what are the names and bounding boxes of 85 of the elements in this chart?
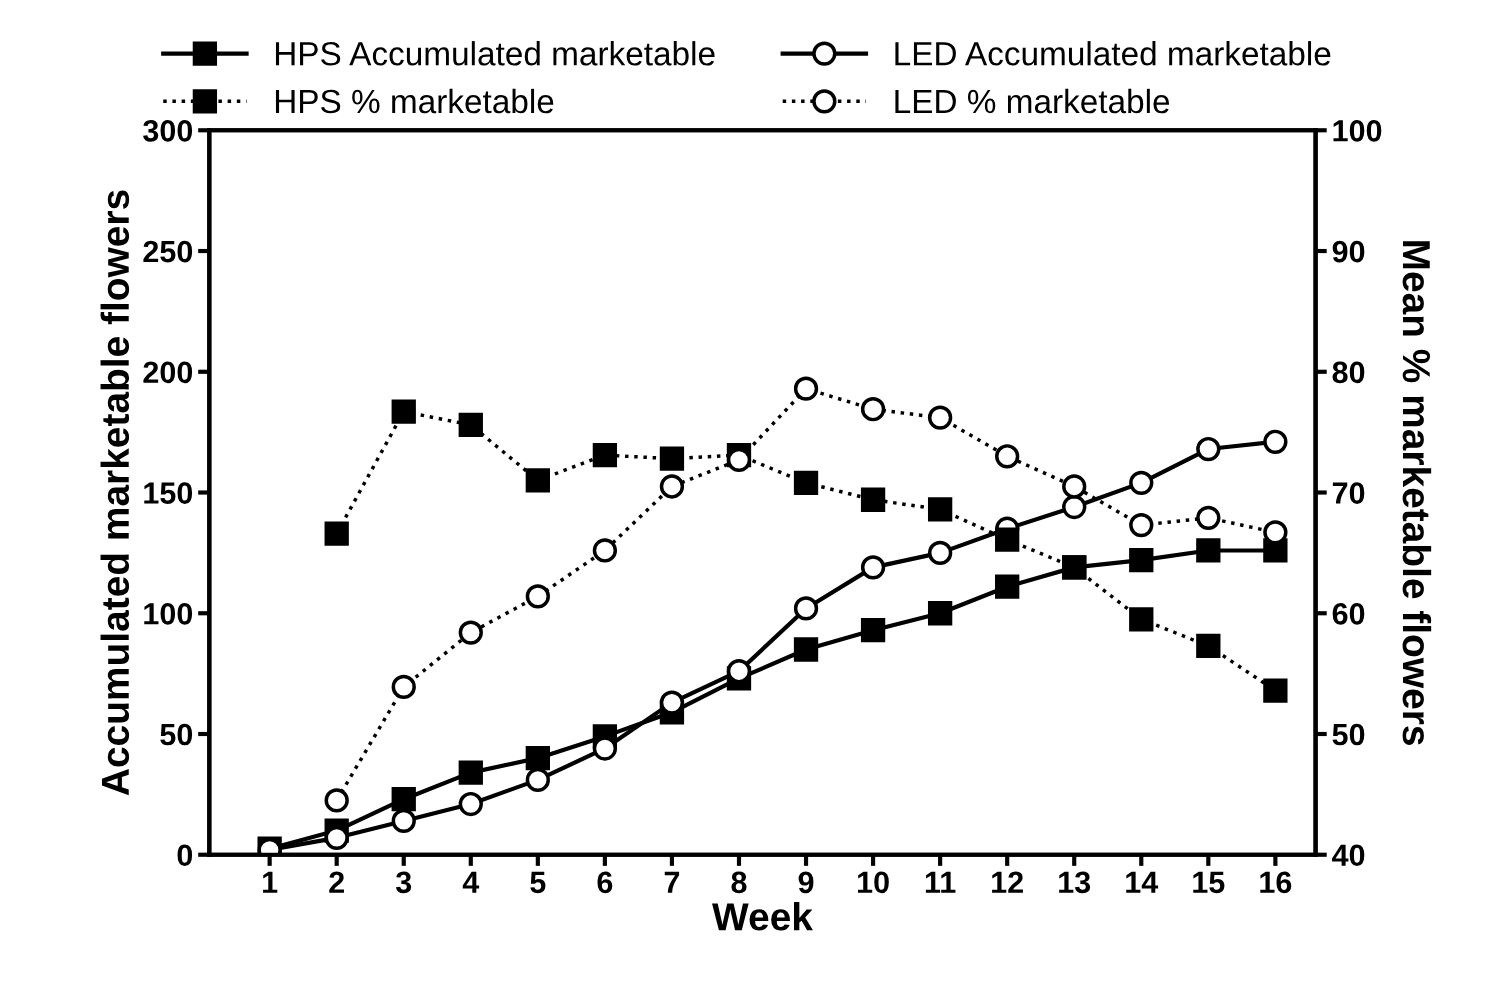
point [458,760,483,785]
point [1129,512,1154,538]
legend-label: LED Accumulated marketable [895,41,1331,66]
point [391,787,416,812]
x-tick-label: 8 [731,871,747,894]
legend-label: HPS Accumulated marketable [275,41,715,66]
point [793,596,819,621]
y-tick-label: 0 [177,844,193,867]
x-tick-label: 15 [1193,871,1225,894]
y-tick-label: 300 [143,120,193,142]
point [525,745,550,771]
point [995,527,1020,552]
point [1062,494,1087,520]
y-tick-label: 150 [144,482,193,504]
x-tick-label: 11 [925,871,956,893]
point [525,767,550,793]
y2-tick-label: 70 [1332,482,1365,504]
point [860,555,886,580]
point [592,442,618,468]
point [793,637,819,662]
point [1062,474,1087,499]
point [995,444,1020,469]
x-tick-label: 3 [395,871,412,894]
x-tick-label: 4 [462,871,480,893]
point [659,474,685,499]
point [860,397,886,422]
x-axis-title: Week [712,901,813,931]
point [391,399,416,424]
x-tick-label: 9 [798,871,814,894]
point [1062,555,1087,580]
point [324,788,349,813]
y2-tick-label: 90 [1332,240,1365,263]
y-tick-label: 100 [144,602,193,625]
point [458,620,483,645]
x-tick-label: 12 [992,871,1023,893]
x-tick-label: 10 [858,871,889,894]
point [1129,607,1154,632]
point [860,618,886,643]
point [659,690,685,715]
point [995,574,1020,599]
x-tick-label: 14 [1126,871,1159,893]
y2-axis-title: Mean % marketable flowers [1402,241,1432,745]
point [1263,678,1288,703]
y-tick-label: 200 [143,361,193,384]
y-axis-title: Accumulated marketable flowers [100,190,130,796]
point [1196,538,1221,563]
point [391,808,416,834]
point [391,674,416,700]
y2-tick-label: 80 [1332,361,1365,384]
point [592,736,618,761]
y2-tick-label: 50 [1332,723,1365,746]
point [1129,547,1154,573]
x-tick-label: 1 [263,871,278,893]
y2-tick-label: 100 [1333,120,1382,142]
point [1196,633,1221,659]
point [793,470,819,496]
y-tick-label: 50 [160,723,193,746]
point [458,791,483,817]
point [525,468,550,493]
x-tick-label: 16 [1260,871,1292,894]
y2-tick-label: 60 [1332,602,1365,625]
point [1263,429,1288,454]
x-tick-label: 2 [329,871,344,893]
point [927,601,953,626]
point [1196,436,1221,462]
point [458,412,483,438]
y-tick-label: 250 [143,240,193,263]
point [324,521,349,546]
legend-label: LED % marketable [895,88,1170,114]
x-tick-label: 7 [664,871,680,893]
point [927,540,953,566]
point [659,446,685,471]
x-tick-label: 5 [530,871,546,894]
point [1196,505,1221,531]
y2-tick-label: 40 [1332,844,1365,867]
point [860,487,886,512]
point [592,538,618,563]
point [525,584,550,609]
legend-label: HPS % marketable [275,88,554,114]
point [927,497,953,522]
x-tick-label: 6 [597,871,613,894]
point [793,376,819,401]
x-tick-label: 13 [1059,871,1091,894]
point [1129,470,1154,496]
point [927,405,953,430]
